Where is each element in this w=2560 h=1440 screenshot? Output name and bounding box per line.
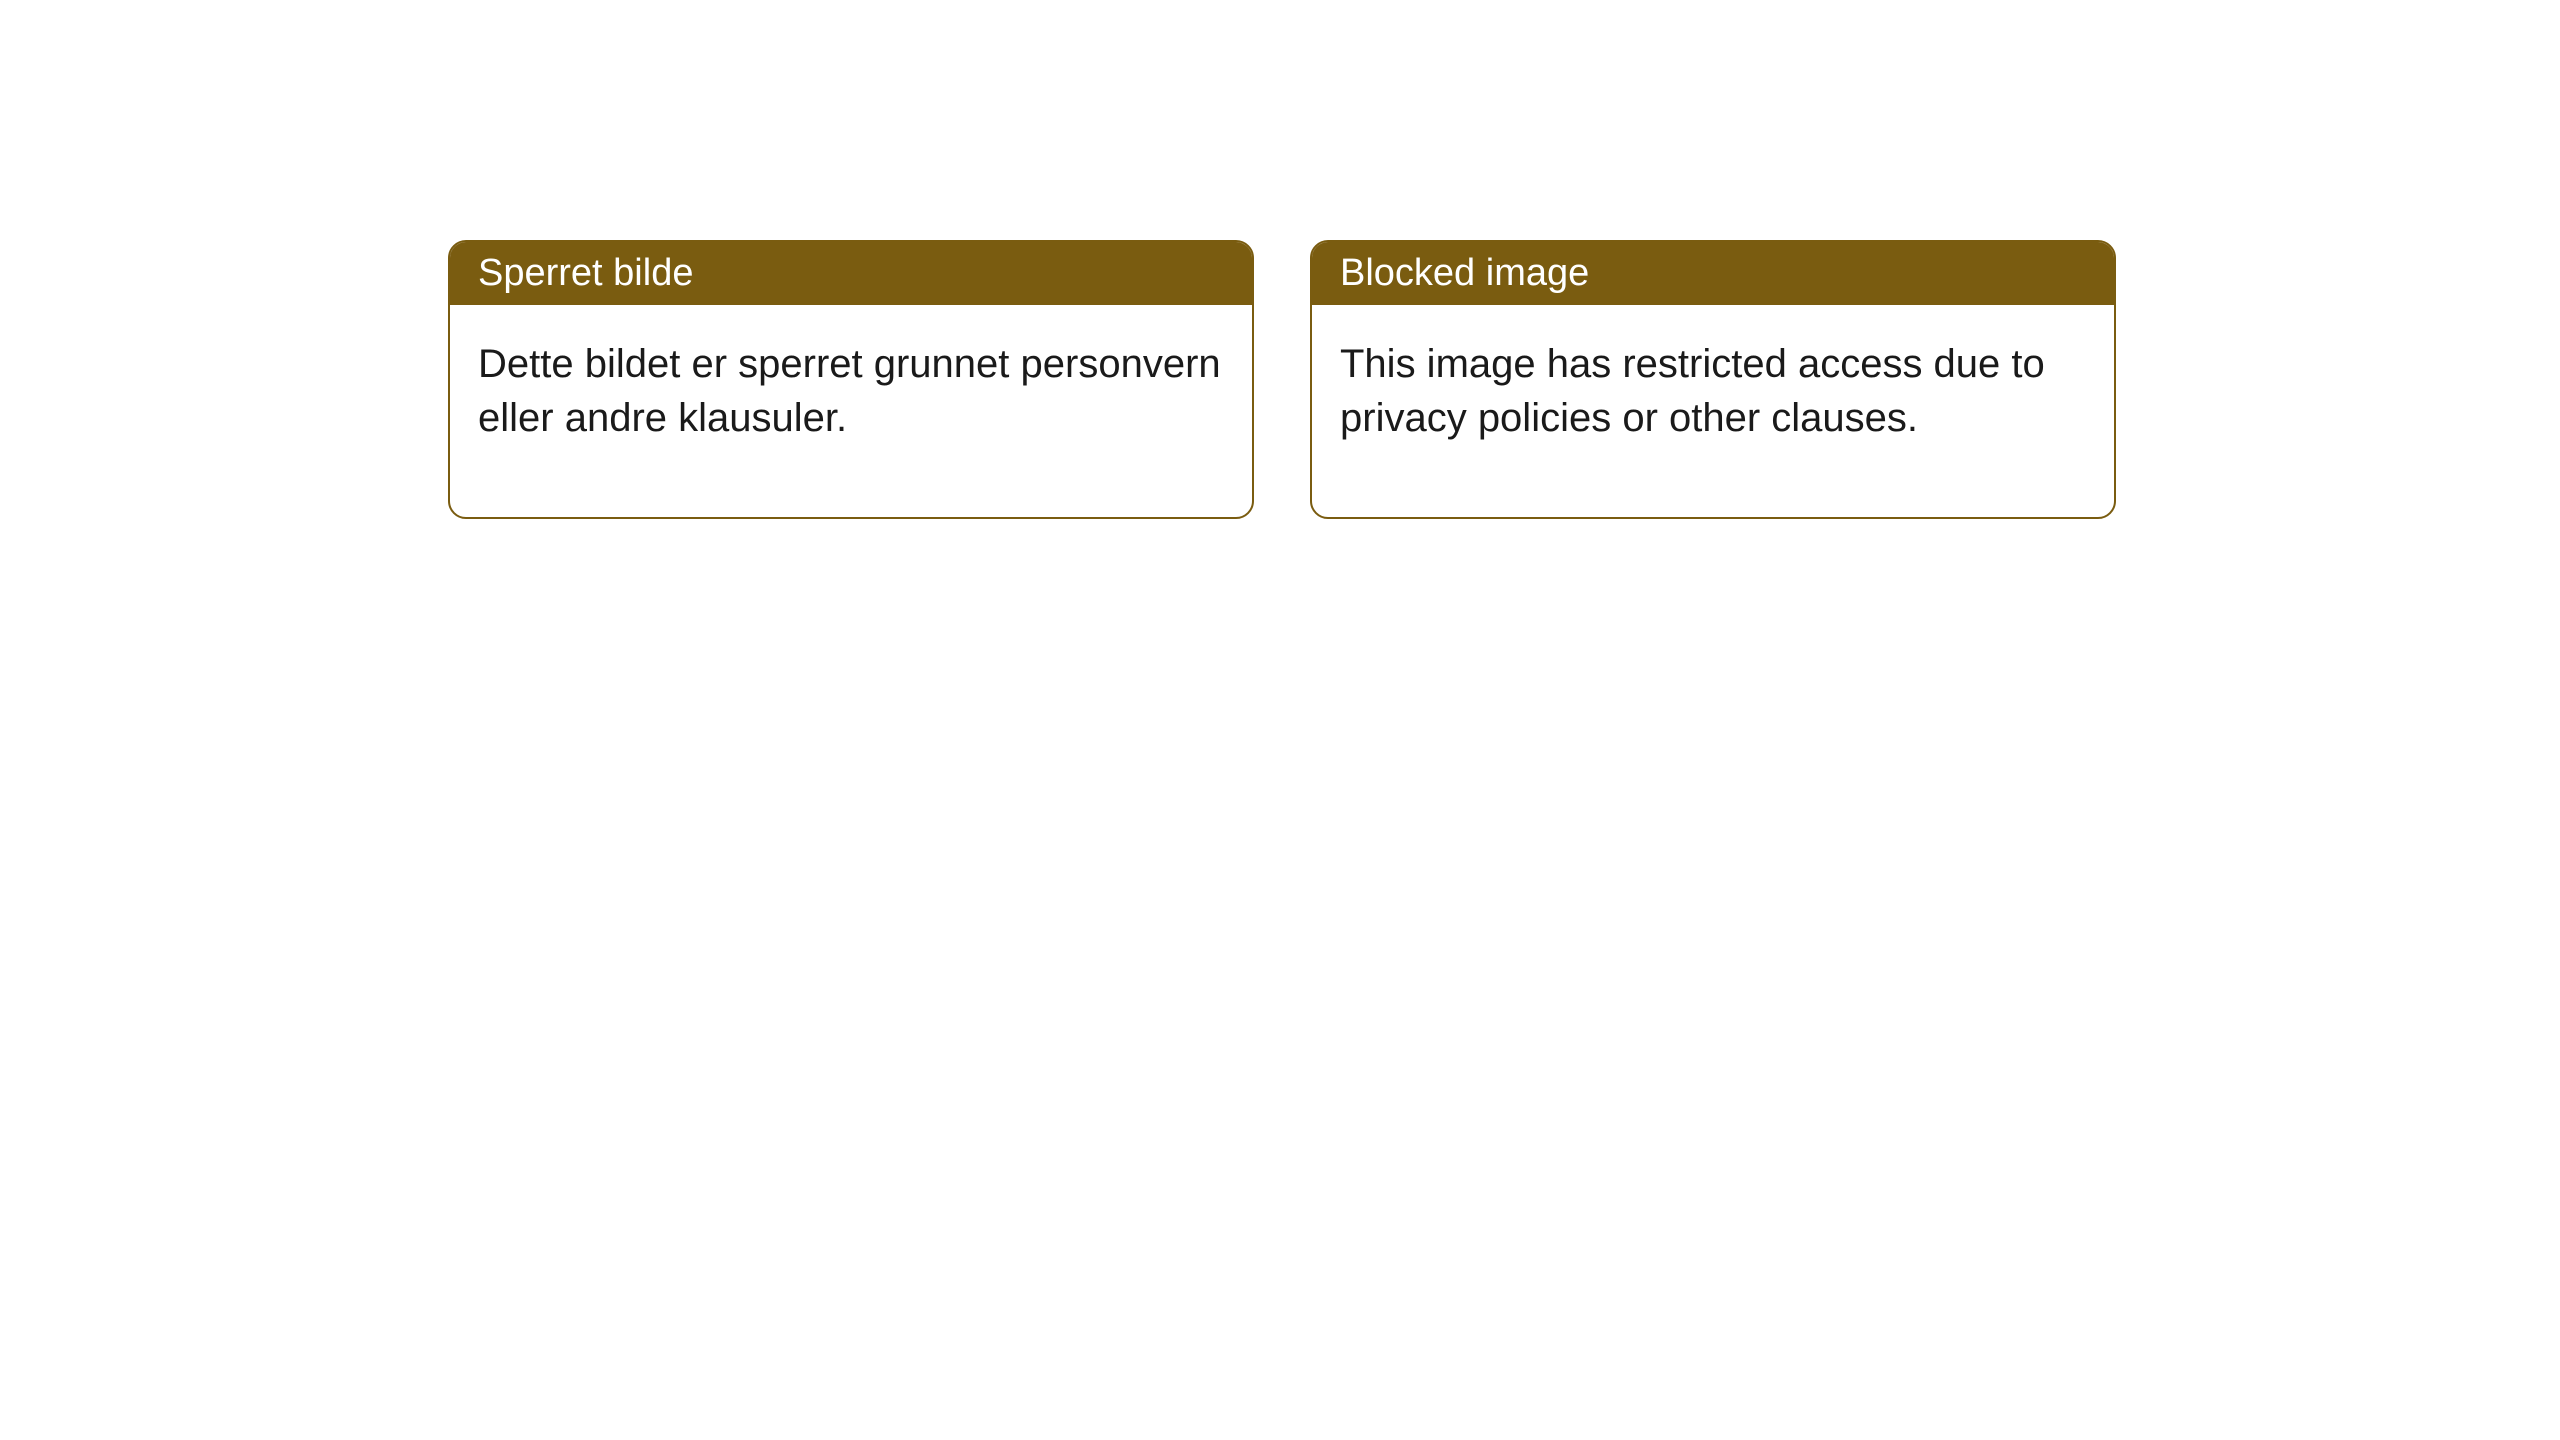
card-body-no: Dette bildet er sperret grunnet personve…: [450, 305, 1252, 517]
notice-container: Sperret bilde Dette bildet er sperret gr…: [0, 0, 2560, 519]
card-header-no: Sperret bilde: [450, 242, 1252, 305]
card-body-en: This image has restricted access due to …: [1312, 305, 2114, 517]
blocked-image-card-en: Blocked image This image has restricted …: [1310, 240, 2116, 519]
blocked-image-card-no: Sperret bilde Dette bildet er sperret gr…: [448, 240, 1254, 519]
card-header-en: Blocked image: [1312, 242, 2114, 305]
